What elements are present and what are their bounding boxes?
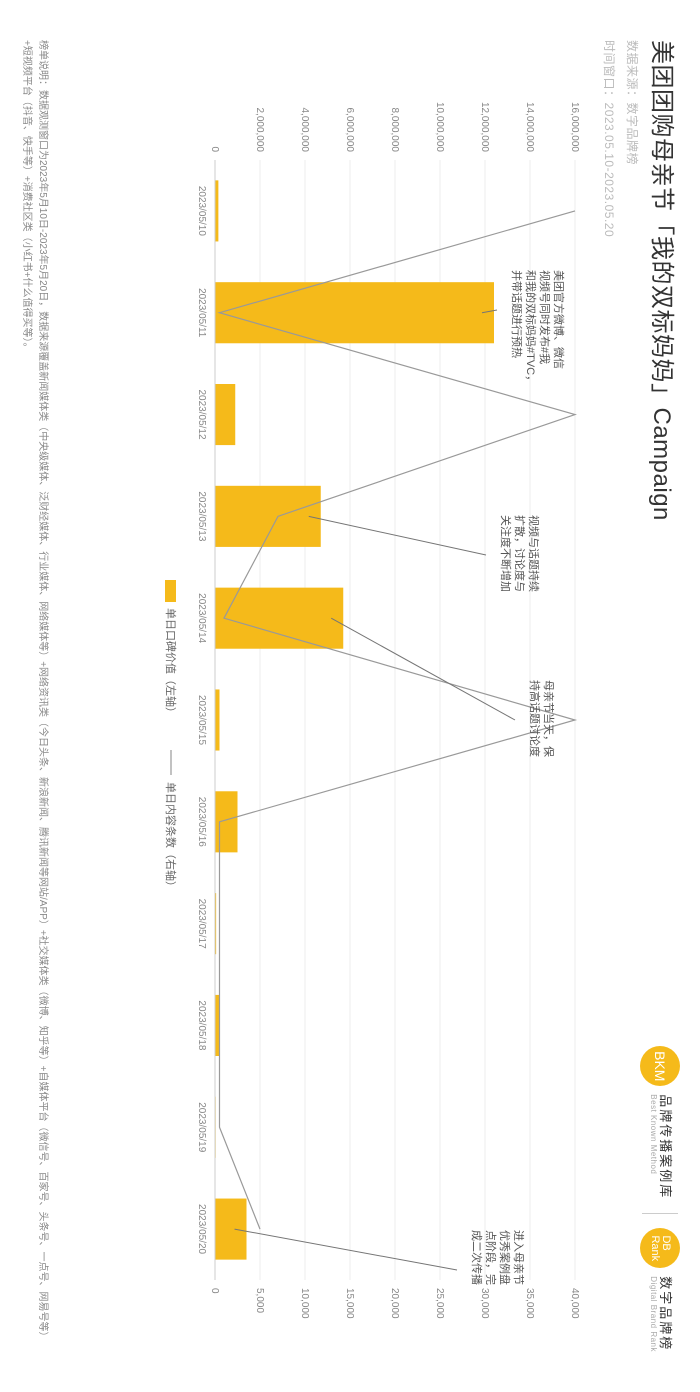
svg-text:35,000: 35,000: [524, 1288, 535, 1319]
svg-text:0: 0: [209, 146, 220, 152]
svg-text:10,000: 10,000: [299, 1288, 310, 1319]
svg-text:2023/05/12: 2023/05/12: [196, 390, 207, 440]
meta-source: 数据来源：数字品牌榜: [624, 40, 641, 1352]
footnote: 榜单说明：数据观测窗口为2023年5月10日-2023年5月20日，数据来源覆盖…: [18, 40, 50, 1352]
svg-text:并带话题进行预热: 并带话题进行预热: [510, 270, 524, 358]
svg-text:2023/05/15: 2023/05/15: [196, 695, 207, 745]
svg-text:14,000,000: 14,000,000: [524, 102, 535, 152]
svg-text:美团官方微博、微信: 美团官方微博、微信: [552, 270, 566, 369]
svg-text:点阶段，完: 点阶段，完: [484, 1230, 498, 1285]
campaign-chart: 0 2,000,000 4,000,000 6,000,000 8,000,000 10,…: [125, 80, 585, 1340]
svg-text:扩散，讨论度与: 扩散，讨论度与: [513, 515, 527, 592]
svg-text:进入母亲节: 进入母亲节: [512, 1230, 526, 1285]
meta-window: 时间窗口：2023.05.10-2023.05.20: [601, 40, 618, 1352]
svg-text:0: 0: [209, 1288, 220, 1294]
logo-block: BKM 品牌传播案例库 Best Known Method DB Rank 数字…: [640, 1046, 680, 1352]
svg-text:30,000: 30,000: [479, 1288, 490, 1319]
svg-text:单日口碑价值（左轴）: 单日口碑价值（左轴）: [164, 608, 178, 718]
svg-text:2023/05/19: 2023/05/19: [196, 1102, 207, 1152]
svg-text:25,000: 25,000: [434, 1288, 445, 1319]
svg-text:4,000,000: 4,000,000: [299, 108, 310, 153]
svg-text:成二次传播: 成二次传播: [470, 1230, 484, 1285]
svg-text:2023/05/11: 2023/05/11: [196, 288, 207, 338]
svg-text:16,000,000: 16,000,000: [569, 102, 580, 152]
svg-text:8,000,000: 8,000,000: [389, 108, 400, 153]
svg-text:单日内容条数（右轴）: 单日内容条数（右轴）: [164, 782, 178, 892]
svg-text:持高话题讨论度: 持高话题讨论度: [528, 680, 542, 757]
logo-divider: [642, 1213, 678, 1214]
svg-text:2023/05/17: 2023/05/17: [196, 899, 207, 949]
svg-text:10,000,000: 10,000,000: [434, 102, 445, 152]
dbrank-badge: DB Rank: [640, 1228, 680, 1268]
svg-text:2023/05/18: 2023/05/18: [196, 1000, 207, 1050]
svg-text:2023/05/14: 2023/05/14: [196, 593, 207, 643]
svg-text:2023/05/10: 2023/05/10: [196, 186, 207, 236]
svg-text:6,000,000: 6,000,000: [344, 108, 355, 153]
svg-text:2,000,000: 2,000,000: [254, 108, 265, 153]
svg-text:视频与话题持续: 视频与话题持续: [527, 515, 541, 592]
svg-text:12,000,000: 12,000,000: [479, 102, 490, 152]
bkm-badge: BKM: [640, 1046, 680, 1086]
svg-text:优秀案例盘: 优秀案例盘: [498, 1230, 512, 1285]
svg-text:2023/05/16: 2023/05/16: [196, 797, 207, 847]
svg-text:15,000: 15,000: [344, 1288, 355, 1319]
svg-text:5,000: 5,000: [254, 1288, 265, 1313]
svg-text:2023/05/20: 2023/05/20: [196, 1204, 207, 1254]
svg-text:2023/05/13: 2023/05/13: [196, 491, 207, 541]
svg-text:20,000: 20,000: [389, 1288, 400, 1319]
svg-text:母亲节当天，保: 母亲节当天，保: [542, 680, 556, 757]
svg-text:和我的双标妈妈#TVC，: 和我的双标妈妈#TVC，: [524, 270, 538, 386]
svg-text:关注度不断增加: 关注度不断增加: [499, 515, 513, 592]
svg-text:视频号同时发布#我: 视频号同时发布#我: [538, 270, 552, 364]
svg-text:40,000: 40,000: [569, 1288, 580, 1319]
